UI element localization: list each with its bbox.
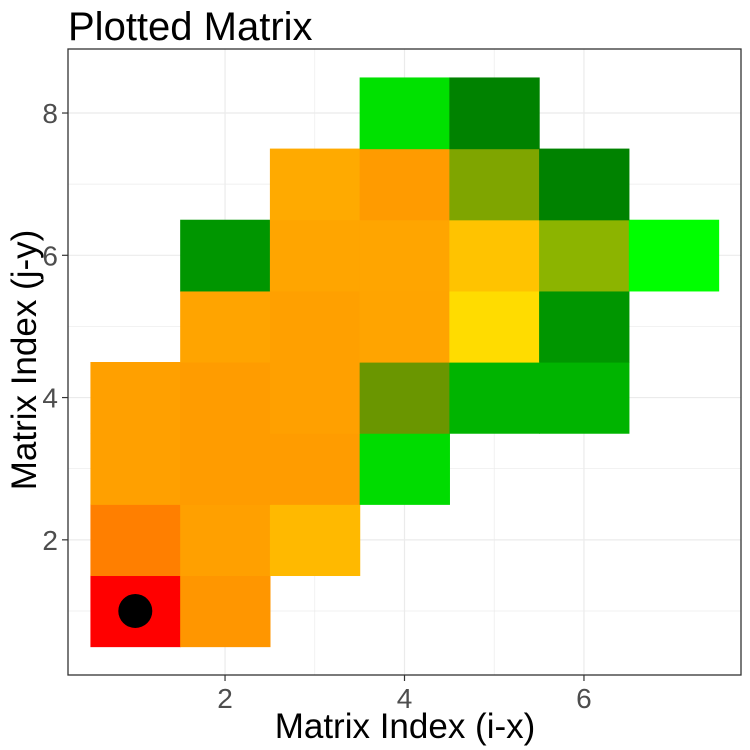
heatmap-cell: [359, 77, 450, 150]
y-tick-label: 6: [42, 240, 58, 271]
heatmap-cell: [359, 362, 450, 434]
heatmap-cell: [449, 290, 540, 363]
heatmap-cell: [449, 362, 540, 434]
y-tick-label: 2: [42, 525, 58, 556]
position-marker: [118, 593, 153, 628]
x-tick-label: 6: [576, 683, 592, 714]
marker-layer: [118, 593, 153, 628]
x-axis-title: Matrix Index (i-x): [275, 707, 536, 746]
heatmap-cell: [90, 433, 181, 505]
heatmap-cell: [269, 290, 361, 363]
heatmap-cell: [90, 504, 181, 577]
heatmap-cell: [539, 362, 630, 434]
heatmap-cell: [449, 148, 540, 221]
heatmap-cell: [359, 433, 450, 505]
heatmap-cell: [180, 362, 271, 434]
heatmap-cell: [539, 219, 630, 292]
heatmap-cell: [269, 148, 361, 221]
chart-title: Plotted Matrix: [68, 5, 313, 49]
heatmap-cell: [269, 362, 361, 434]
x-tick-label: 2: [217, 683, 233, 714]
heatmap-cell: [449, 219, 540, 292]
heatmap-cell: [628, 219, 720, 292]
x-tick-label: 4: [397, 683, 413, 714]
heatmap-cell: [449, 77, 540, 150]
heatmap-cell: [90, 362, 181, 434]
axis-ticks: 2 4 6 2 4 6 8: [42, 98, 591, 714]
heatmap-cell: [269, 504, 361, 577]
heatmap-cell: [359, 148, 450, 221]
y-tick-label: 8: [42, 98, 58, 129]
heatmap-cell: [359, 290, 450, 363]
heatmap-cell: [359, 219, 450, 292]
heatmap-cell: [180, 219, 271, 292]
y-axis-title: Matrix Index (j-y): [5, 230, 44, 491]
y-tick-label: 4: [42, 383, 58, 414]
heatmap-cell: [180, 433, 271, 505]
heatmap-cell: [180, 290, 271, 363]
heatmap-cell: [269, 433, 361, 505]
heatmap-cell: [180, 504, 271, 577]
heatmap-cells: [90, 77, 720, 648]
heatmap-cell: [539, 148, 630, 221]
heatmap-cell: [269, 219, 361, 292]
heatmap-cell: [539, 290, 630, 363]
heatmap-cell: [180, 575, 271, 648]
